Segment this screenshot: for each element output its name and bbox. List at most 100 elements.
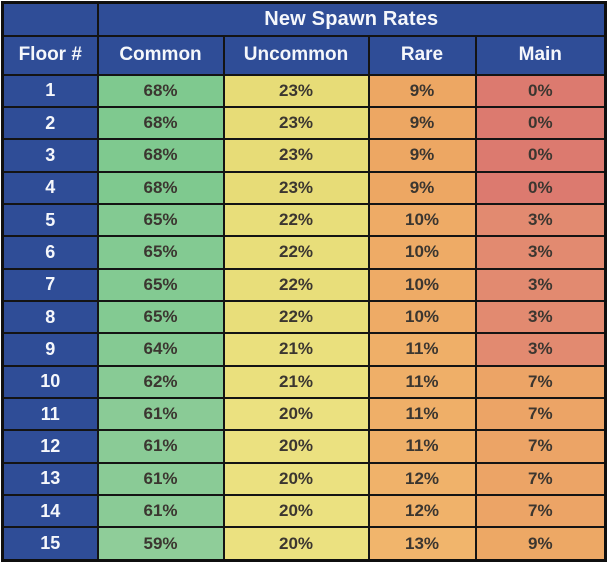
rate-cell-rare: 11% bbox=[367, 396, 477, 432]
rate-cell-common: 62% bbox=[96, 364, 225, 399]
table-body: 1 68% 23% 9% 0% 2 68% 23% 9% 0% 3 68% 23% 9% 0% 4 68% 23%… bbox=[1, 73, 607, 562]
floor-number-cell: 14 bbox=[1, 493, 99, 529]
rate-cell-rare: 10% bbox=[367, 235, 477, 270]
corner-cell bbox=[1, 1, 99, 37]
table-row: 8 65% 22% 10% 3% bbox=[1, 299, 607, 335]
rate-cell-common: 68% bbox=[96, 170, 225, 205]
rate-cell-uncommon: 23% bbox=[222, 138, 370, 173]
column-header-main: Main bbox=[474, 34, 607, 76]
rate-cell-uncommon: 20% bbox=[222, 493, 370, 529]
rate-cell-uncommon: 22% bbox=[222, 299, 370, 335]
floor-number-cell: 12 bbox=[1, 429, 99, 464]
rate-cell-main: 3% bbox=[474, 235, 607, 270]
rate-cell-main: 7% bbox=[474, 429, 607, 464]
rate-cell-uncommon: 23% bbox=[222, 105, 370, 141]
rate-cell-rare: 9% bbox=[367, 105, 477, 141]
title-row: New Spawn Rates bbox=[1, 1, 607, 37]
table-row: 9 64% 21% 11% 3% bbox=[1, 332, 607, 367]
rate-cell-rare: 11% bbox=[367, 364, 477, 399]
table-row: 5 65% 22% 10% 3% bbox=[1, 202, 607, 238]
rate-cell-rare: 9% bbox=[367, 170, 477, 205]
rate-cell-common: 64% bbox=[96, 332, 225, 367]
rate-cell-common: 68% bbox=[96, 138, 225, 173]
table-row: 3 68% 23% 9% 0% bbox=[1, 138, 607, 173]
rate-cell-uncommon: 20% bbox=[222, 526, 370, 562]
rate-cell-main: 7% bbox=[474, 461, 607, 496]
rate-cell-rare: 10% bbox=[367, 267, 477, 302]
table-row: 14 61% 20% 12% 7% bbox=[1, 493, 607, 529]
rate-cell-rare: 11% bbox=[367, 429, 477, 464]
rate-cell-common: 61% bbox=[96, 461, 225, 496]
floor-number-cell: 7 bbox=[1, 267, 99, 302]
column-header-row: Floor # Common Uncommon Rare Main bbox=[1, 34, 607, 76]
floor-number-cell: 10 bbox=[1, 364, 99, 399]
rate-cell-rare: 12% bbox=[367, 461, 477, 496]
floor-number-cell: 2 bbox=[1, 105, 99, 141]
rate-cell-rare: 10% bbox=[367, 299, 477, 335]
rate-cell-rare: 10% bbox=[367, 202, 477, 238]
rate-cell-rare: 9% bbox=[367, 73, 477, 108]
table-header: New Spawn Rates Floor # Common Uncommon … bbox=[1, 1, 607, 76]
rate-cell-rare: 13% bbox=[367, 526, 477, 562]
column-header-rare: Rare bbox=[367, 34, 477, 76]
table-row: 1 68% 23% 9% 0% bbox=[1, 73, 607, 108]
rate-cell-uncommon: 22% bbox=[222, 267, 370, 302]
rate-cell-rare: 11% bbox=[367, 332, 477, 367]
rate-cell-main: 7% bbox=[474, 364, 607, 399]
table-row: 12 61% 20% 11% 7% bbox=[1, 429, 607, 464]
rate-cell-main: 3% bbox=[474, 332, 607, 367]
table-row: 11 61% 20% 11% 7% bbox=[1, 396, 607, 432]
rate-cell-uncommon: 23% bbox=[222, 170, 370, 205]
floor-number-cell: 3 bbox=[1, 138, 99, 173]
rate-cell-main: 0% bbox=[474, 138, 607, 173]
rate-cell-main: 9% bbox=[474, 526, 607, 562]
table-title: New Spawn Rates bbox=[96, 1, 607, 37]
rate-cell-uncommon: 22% bbox=[222, 235, 370, 270]
table-row: 4 68% 23% 9% 0% bbox=[1, 170, 607, 205]
table-row: 15 59% 20% 13% 9% bbox=[1, 526, 607, 562]
floor-number-cell: 4 bbox=[1, 170, 99, 205]
rate-cell-rare: 12% bbox=[367, 493, 477, 529]
rate-cell-common: 61% bbox=[96, 396, 225, 432]
column-header-uncommon: Uncommon bbox=[222, 34, 370, 76]
table-row: 7 65% 22% 10% 3% bbox=[1, 267, 607, 302]
floor-number-cell: 9 bbox=[1, 332, 99, 367]
rate-cell-main: 3% bbox=[474, 299, 607, 335]
rate-cell-uncommon: 20% bbox=[222, 461, 370, 496]
table-row: 6 65% 22% 10% 3% bbox=[1, 235, 607, 270]
rate-cell-uncommon: 21% bbox=[222, 364, 370, 399]
rate-cell-rare: 9% bbox=[367, 138, 477, 173]
rate-cell-common: 59% bbox=[96, 526, 225, 562]
column-header-common: Common bbox=[96, 34, 225, 76]
rate-cell-common: 68% bbox=[96, 73, 225, 108]
floor-number-cell: 8 bbox=[1, 299, 99, 335]
rate-cell-uncommon: 23% bbox=[222, 73, 370, 108]
column-header-floor: Floor # bbox=[1, 34, 99, 76]
floor-number-cell: 13 bbox=[1, 461, 99, 496]
table-row: 2 68% 23% 9% 0% bbox=[1, 105, 607, 141]
rate-cell-main: 3% bbox=[474, 267, 607, 302]
rate-cell-uncommon: 20% bbox=[222, 429, 370, 464]
rate-cell-common: 65% bbox=[96, 299, 225, 335]
rate-cell-main: 7% bbox=[474, 493, 607, 529]
rate-cell-main: 7% bbox=[474, 396, 607, 432]
floor-number-cell: 1 bbox=[1, 73, 99, 108]
rate-cell-main: 0% bbox=[474, 73, 607, 108]
rate-cell-uncommon: 20% bbox=[222, 396, 370, 432]
table-row: 13 61% 20% 12% 7% bbox=[1, 461, 607, 496]
rate-cell-common: 65% bbox=[96, 235, 225, 270]
floor-number-cell: 15 bbox=[1, 526, 99, 562]
rate-cell-common: 65% bbox=[96, 202, 225, 238]
rate-cell-uncommon: 21% bbox=[222, 332, 370, 367]
rate-cell-main: 0% bbox=[474, 170, 607, 205]
rate-cell-main: 0% bbox=[474, 105, 607, 141]
rate-cell-main: 3% bbox=[474, 202, 607, 238]
rate-cell-common: 68% bbox=[96, 105, 225, 141]
floor-number-cell: 5 bbox=[1, 202, 99, 238]
floor-number-cell: 11 bbox=[1, 396, 99, 432]
floor-number-cell: 6 bbox=[1, 235, 99, 270]
rate-cell-common: 61% bbox=[96, 429, 225, 464]
table-row: 10 62% 21% 11% 7% bbox=[1, 364, 607, 399]
rate-cell-uncommon: 22% bbox=[222, 202, 370, 238]
